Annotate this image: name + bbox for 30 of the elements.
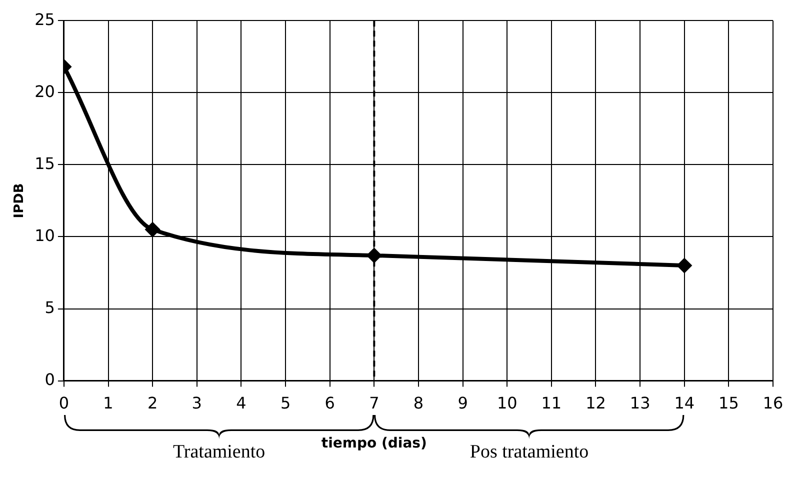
text: Tratamiento [172,441,266,462]
x-tick-label: 5 [280,394,291,413]
x-tick-label: 0 [58,394,70,413]
x-tick-label: 14 [674,394,695,413]
x-tick-label: 10 [496,394,518,413]
y-axis-title: IPDB [12,183,28,218]
point [146,222,160,237]
y-tick-label: 15 [34,154,55,173]
y-tick-label: 20 [34,82,55,101]
x-axis-title: tiempo (dias) [321,435,427,452]
x-tick-label: 12 [586,394,606,413]
x-tick-label: 13 [630,394,650,413]
x-tick-label: 7 [369,394,380,413]
x-tick-label: 4 [236,394,246,413]
y-tick-label: 5 [44,298,55,317]
x-tick-label: 3 [192,394,202,413]
x-tick-label: 6 [324,394,335,413]
x-tick-label: 9 [458,394,468,413]
x-tick-label: 11 [541,394,562,413]
x-tick-label: 15 [718,394,739,413]
y-tick-label: 25 [34,10,55,29]
point [367,248,382,262]
x-tick-label: 2 [147,394,158,413]
point [677,258,692,273]
x-tick-label: 1 [103,394,114,413]
y-tick-label: 0 [44,370,55,389]
x-tick-label: 16 [762,394,784,413]
y-tick-label: 10 [34,226,55,245]
text: Pos tratamiento [470,441,589,462]
x-tick-label: 8 [413,394,424,413]
